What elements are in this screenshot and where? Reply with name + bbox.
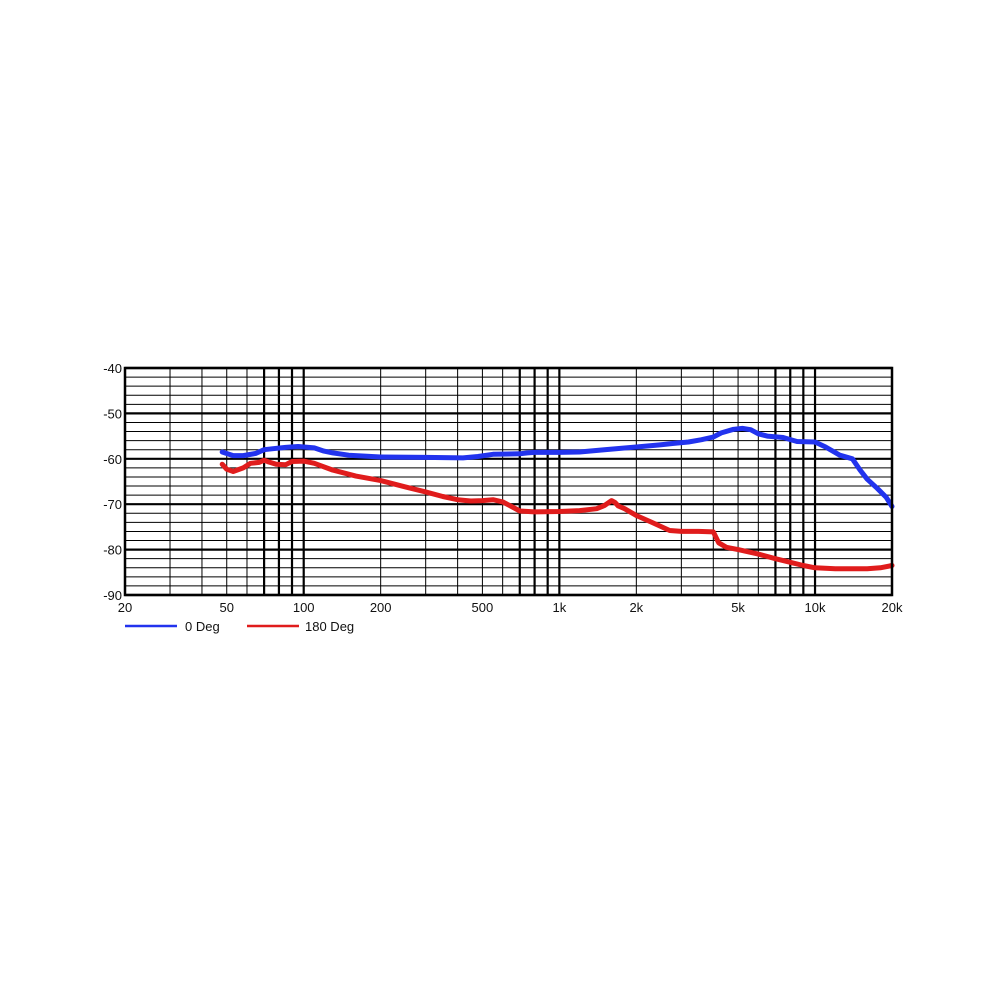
y-tick-label: -40 — [103, 361, 122, 376]
y-tick-label: -70 — [103, 497, 122, 512]
x-tick-labels: 20 50 100 200 500 1k 2k 5k 10k 20k — [118, 600, 903, 615]
legend-label: 180 Deg — [305, 619, 354, 634]
x-tick-label: 20k — [882, 600, 903, 615]
x-tick-label: 500 — [472, 600, 494, 615]
y-tick-label: -80 — [103, 543, 122, 558]
y-tick-label: -50 — [103, 406, 122, 421]
legend: 0 Deg 180 Deg — [125, 619, 354, 634]
x-tick-label: 5k — [731, 600, 745, 615]
y-tick-label: -90 — [103, 588, 122, 603]
series-line-180-deg — [219, 457, 895, 572]
x-tick-label: 10k — [805, 600, 826, 615]
series-lines — [219, 425, 895, 572]
plot-border — [123, 366, 894, 597]
series-line-0-deg — [219, 425, 895, 509]
legend-label: 0 Deg — [185, 619, 220, 634]
x-tick-label: 100 — [293, 600, 315, 615]
x-tick-label: 50 — [220, 600, 234, 615]
y-tick-label: -60 — [103, 452, 122, 467]
grid — [124, 366, 893, 597]
x-tick-label: 200 — [370, 600, 392, 615]
plot-frame — [123, 366, 894, 597]
x-tick-label: 1k — [553, 600, 567, 615]
x-tick-label: 2k — [629, 600, 643, 615]
y-tick-labels: -40 -50 -60 -70 -80 -90 — [103, 361, 122, 603]
x-tick-label: 20 — [118, 600, 132, 615]
